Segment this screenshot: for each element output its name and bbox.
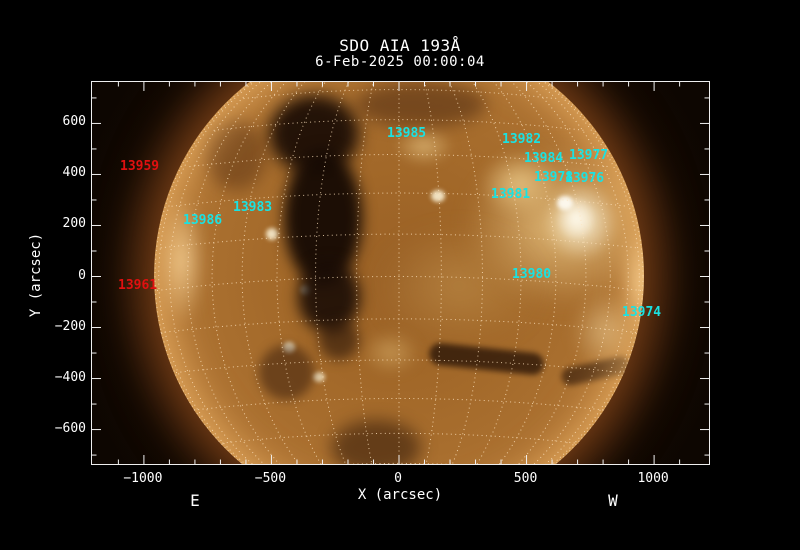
grid-and-ticks-overlay: [92, 82, 709, 464]
y-tick-label: −200: [54, 318, 86, 334]
figure-datetime: 6-Feb-2025 00:00:04: [315, 54, 485, 70]
west-direction-label: W: [608, 491, 618, 510]
y-tick-label: 0: [78, 267, 86, 283]
x-tick-label: 1000: [637, 471, 669, 486]
x-tick-label: −1000: [123, 471, 163, 486]
figure-title: SDO AIA 193Å: [339, 36, 461, 55]
y-tick-label: −600: [54, 420, 86, 436]
heliographic-grid: [156, 82, 642, 464]
x-tick-label: −500: [254, 471, 287, 486]
x-axis-title: X (arcsec): [357, 487, 443, 503]
x-tick-label: 500: [513, 471, 538, 486]
solar-image-plot: [91, 81, 710, 465]
sun-disk: [154, 82, 644, 464]
y-tick-label: 200: [62, 216, 86, 232]
y-tick-label: 400: [62, 165, 86, 181]
y-tick-label: −400: [54, 369, 86, 385]
east-direction-label: E: [190, 491, 200, 510]
axis-tick-marks: [92, 82, 709, 464]
x-tick-label: 0: [394, 471, 402, 486]
y-tick-label: 600: [62, 114, 86, 130]
solar-limb-circle: [154, 82, 644, 464]
